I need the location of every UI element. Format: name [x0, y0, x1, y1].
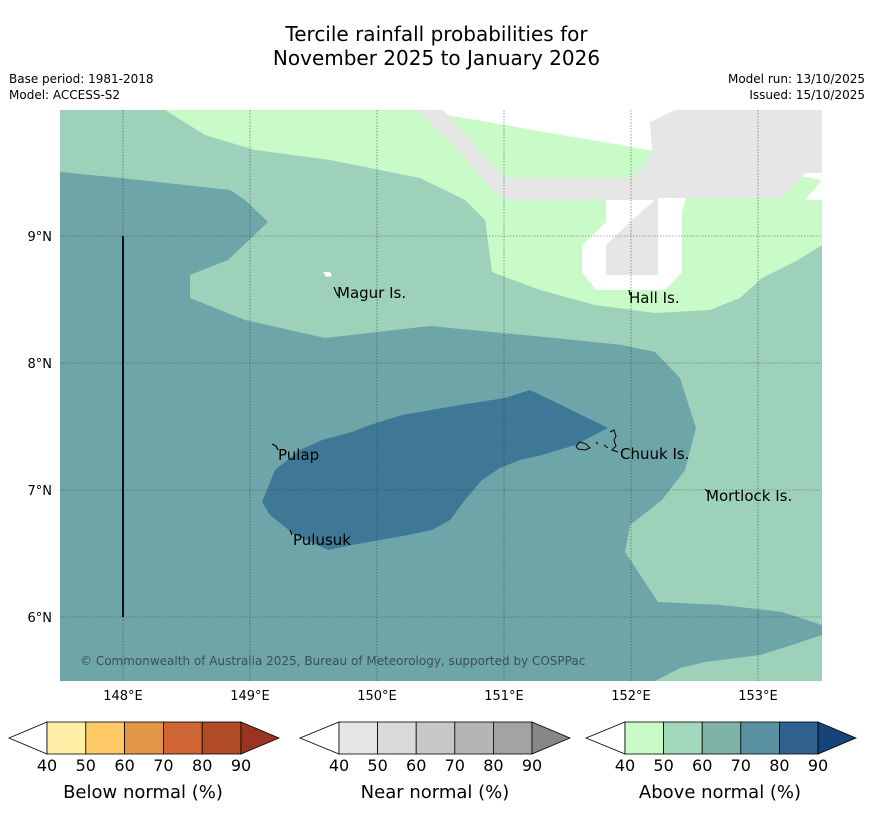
- colorbar-above-normal: 40 50 60 70 80 90: [584, 721, 858, 775]
- copyright-notice: © Commonwealth of Australia 2025, Bureau…: [80, 654, 585, 668]
- lon-tick: 149°E: [230, 689, 270, 704]
- colorbar-tick-label: 70: [731, 756, 751, 775]
- colorbar-tick-label: 70: [153, 756, 173, 775]
- lon-tick: 151°E: [484, 689, 524, 704]
- meta-right: Model run: 13/10/2025 Issued: 15/10/2025: [728, 71, 865, 103]
- colorbar-tick-label: 90: [808, 756, 828, 775]
- label-magur: Magur Is.: [337, 284, 406, 302]
- colorbar-high-arrow: [531, 721, 572, 755]
- colorbar-tick-label: 60: [692, 756, 712, 775]
- colorbar-tick-label: 90: [231, 756, 251, 775]
- pulap-island-outline: [271, 443, 279, 451]
- map-area: Magur Is. Hall Is. Pulap Chuuk Is. Mortl…: [60, 110, 822, 681]
- issued-date: Issued: 15/10/2025: [749, 88, 865, 102]
- region-above-70-80: [262, 390, 608, 550]
- label-hall: Hall Is.: [629, 289, 680, 307]
- colorbar-tick-label: 50: [367, 756, 387, 775]
- lat-tick: 6°N: [28, 611, 53, 626]
- label-pulusuk: Pulusuk: [293, 531, 351, 549]
- colorbar-tick-label: 40: [37, 756, 57, 775]
- lon-tick: 148°E: [103, 689, 143, 704]
- title-line-2: November 2025 to January 2026: [272, 46, 601, 70]
- mortlock-island-outline: [704, 488, 709, 493]
- lat-tick: 8°N: [28, 357, 53, 372]
- lon-tick: 152°E: [611, 689, 651, 704]
- colorbar-near-normal: 40 50 60 70 80 90: [298, 721, 572, 775]
- colorbar-title-near: Near normal (%): [361, 782, 510, 803]
- colorbar-title-below: Below normal (%): [63, 782, 223, 803]
- colorbar-high-arrow: [240, 721, 281, 755]
- label-mortlock: Mortlock Is.: [706, 487, 792, 505]
- colorbar-tick-label: 80: [192, 756, 212, 775]
- colorbar-swatch: [779, 721, 819, 755]
- colorbar-swatch: [85, 721, 126, 755]
- model-name: Model: ACCESS-S2: [9, 88, 121, 102]
- lat-axis-labels: 9°N 8°N 7°N 6°N: [28, 230, 53, 626]
- magur-island-outline: [333, 286, 339, 297]
- region-near-normal: [418, 110, 822, 275]
- colorbar-swatch: [201, 721, 242, 755]
- colorbar-swatch: [46, 721, 87, 755]
- colorbar-tick-label: 50: [76, 756, 96, 775]
- colorbar-tick-label: 80: [769, 756, 789, 775]
- colorbar-swatch: [454, 721, 494, 755]
- colorbar-swatch: [338, 721, 378, 755]
- colorbar-tick-label: 90: [522, 756, 542, 775]
- colorbar-tick-label: 50: [653, 756, 673, 775]
- chuuk-lagoon-outline: [575, 429, 619, 453]
- colorbar-title-above: Above normal (%): [639, 782, 801, 803]
- colorbar-tick-label: 60: [114, 756, 134, 775]
- lon-tick: 153°E: [738, 689, 778, 704]
- label-chuuk: Chuuk Is.: [620, 445, 689, 463]
- colorbar-low-arrow: [298, 721, 340, 755]
- chart-title: Tercile rainfall probabilities for Novem…: [0, 22, 873, 70]
- colorbar-tick-label: 40: [329, 756, 349, 775]
- colorbar-swatch: [624, 721, 664, 755]
- colorbar-swatch: [701, 721, 742, 755]
- model-run: Model run: 13/10/2025: [727, 72, 865, 86]
- lat-tick: 9°N: [28, 230, 53, 245]
- colorbar-tick-label: 60: [406, 756, 426, 775]
- pulusuk-island-outline: [289, 529, 293, 536]
- colorbar-below-normal: 40 50 60 70 80 90: [7, 721, 281, 775]
- colorbar-swatch: [740, 721, 780, 755]
- colorbar-swatch: [124, 721, 164, 755]
- meta-left: Base period: 1981-2018 Model: ACCESS-S2: [9, 71, 154, 103]
- colorbar-swatch: [162, 721, 203, 755]
- colorbar-swatch: [663, 721, 703, 755]
- small-islet: [323, 272, 332, 277]
- colorbar-swatch: [492, 721, 533, 755]
- lon-axis-labels: 148°E 149°E 150°E 151°E 152°E 153°E: [103, 689, 778, 704]
- title-line-1: Tercile rainfall probabilities for: [285, 22, 588, 46]
- lon-tick: 150°E: [357, 689, 397, 704]
- hall-island-outline: [628, 289, 631, 296]
- label-pulap: Pulap: [278, 446, 319, 464]
- colorbar-low-arrow: [584, 721, 626, 755]
- colorbar-tick-label: 70: [445, 756, 465, 775]
- colorbar-low-arrow: [7, 721, 48, 755]
- colorbar-tick-label: 40: [615, 756, 635, 775]
- colorbar-high-arrow: [817, 721, 858, 755]
- colorbar-swatch: [377, 721, 417, 755]
- lat-tick: 7°N: [28, 484, 53, 499]
- colorbar-tick-label: 80: [483, 756, 503, 775]
- colorbar-swatch: [415, 721, 456, 755]
- base-period: Base period: 1981-2018: [9, 72, 154, 86]
